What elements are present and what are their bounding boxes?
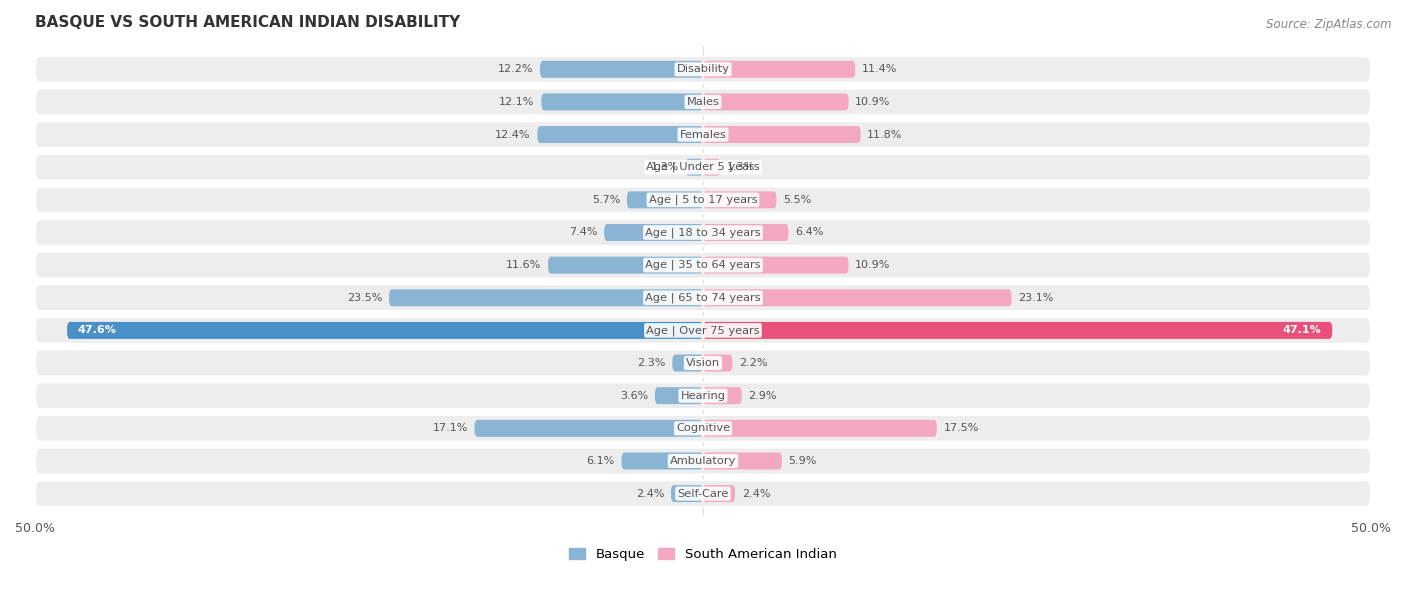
- Text: 11.6%: 11.6%: [506, 260, 541, 270]
- Text: 6.1%: 6.1%: [586, 456, 614, 466]
- FancyBboxPatch shape: [703, 192, 776, 208]
- FancyBboxPatch shape: [35, 121, 1371, 148]
- FancyBboxPatch shape: [627, 192, 703, 208]
- Text: 12.2%: 12.2%: [498, 64, 533, 74]
- FancyBboxPatch shape: [389, 289, 703, 306]
- FancyBboxPatch shape: [703, 420, 936, 437]
- FancyBboxPatch shape: [35, 382, 1371, 409]
- FancyBboxPatch shape: [35, 447, 1371, 474]
- Text: Self-Care: Self-Care: [678, 488, 728, 499]
- FancyBboxPatch shape: [541, 94, 703, 110]
- Text: 5.9%: 5.9%: [789, 456, 817, 466]
- FancyBboxPatch shape: [35, 349, 1371, 376]
- FancyBboxPatch shape: [655, 387, 703, 404]
- Text: 12.4%: 12.4%: [495, 130, 530, 140]
- FancyBboxPatch shape: [35, 219, 1371, 246]
- Text: Source: ZipAtlas.com: Source: ZipAtlas.com: [1267, 18, 1392, 31]
- FancyBboxPatch shape: [703, 61, 855, 78]
- Text: Vision: Vision: [686, 358, 720, 368]
- FancyBboxPatch shape: [67, 322, 703, 339]
- FancyBboxPatch shape: [703, 452, 782, 469]
- Text: Disability: Disability: [676, 64, 730, 74]
- Text: 5.5%: 5.5%: [783, 195, 811, 205]
- Text: Age | 18 to 34 years: Age | 18 to 34 years: [645, 227, 761, 237]
- FancyBboxPatch shape: [35, 285, 1371, 311]
- Text: 23.5%: 23.5%: [347, 293, 382, 303]
- FancyBboxPatch shape: [537, 126, 703, 143]
- Text: 23.1%: 23.1%: [1018, 293, 1053, 303]
- Text: 2.9%: 2.9%: [748, 390, 778, 401]
- FancyBboxPatch shape: [703, 322, 1333, 339]
- Text: Males: Males: [686, 97, 720, 107]
- FancyBboxPatch shape: [703, 354, 733, 371]
- FancyBboxPatch shape: [672, 354, 703, 371]
- Text: Cognitive: Cognitive: [676, 424, 730, 433]
- FancyBboxPatch shape: [475, 420, 703, 437]
- Text: 47.1%: 47.1%: [1282, 326, 1322, 335]
- FancyBboxPatch shape: [671, 485, 703, 502]
- FancyBboxPatch shape: [35, 317, 1371, 344]
- FancyBboxPatch shape: [35, 415, 1371, 442]
- Text: 47.6%: 47.6%: [77, 326, 117, 335]
- FancyBboxPatch shape: [35, 187, 1371, 213]
- Text: 12.1%: 12.1%: [499, 97, 534, 107]
- FancyBboxPatch shape: [540, 61, 703, 78]
- Text: Age | 65 to 74 years: Age | 65 to 74 years: [645, 293, 761, 303]
- FancyBboxPatch shape: [686, 159, 703, 176]
- Text: Ambulatory: Ambulatory: [669, 456, 737, 466]
- Text: Hearing: Hearing: [681, 390, 725, 401]
- Text: Age | Over 75 years: Age | Over 75 years: [647, 325, 759, 335]
- Text: Age | 5 to 17 years: Age | 5 to 17 years: [648, 195, 758, 205]
- Text: 17.5%: 17.5%: [943, 424, 979, 433]
- FancyBboxPatch shape: [35, 480, 1371, 507]
- FancyBboxPatch shape: [605, 224, 703, 241]
- Text: Females: Females: [679, 130, 727, 140]
- FancyBboxPatch shape: [703, 256, 849, 274]
- Text: 10.9%: 10.9%: [855, 260, 890, 270]
- FancyBboxPatch shape: [703, 126, 860, 143]
- FancyBboxPatch shape: [35, 89, 1371, 115]
- Text: 6.4%: 6.4%: [796, 228, 824, 237]
- Text: 2.2%: 2.2%: [740, 358, 768, 368]
- Legend: Basque, South American Indian: Basque, South American Indian: [564, 542, 842, 566]
- Text: 1.3%: 1.3%: [727, 162, 755, 172]
- Text: 17.1%: 17.1%: [433, 424, 468, 433]
- Text: 10.9%: 10.9%: [855, 97, 890, 107]
- Text: 3.6%: 3.6%: [620, 390, 648, 401]
- Text: 11.4%: 11.4%: [862, 64, 897, 74]
- Text: Age | 35 to 64 years: Age | 35 to 64 years: [645, 260, 761, 271]
- FancyBboxPatch shape: [703, 94, 849, 110]
- FancyBboxPatch shape: [703, 485, 735, 502]
- Text: BASQUE VS SOUTH AMERICAN INDIAN DISABILITY: BASQUE VS SOUTH AMERICAN INDIAN DISABILI…: [35, 15, 460, 30]
- Text: 5.7%: 5.7%: [592, 195, 620, 205]
- FancyBboxPatch shape: [621, 452, 703, 469]
- FancyBboxPatch shape: [703, 224, 789, 241]
- Text: 2.4%: 2.4%: [636, 488, 664, 499]
- FancyBboxPatch shape: [703, 159, 720, 176]
- FancyBboxPatch shape: [703, 289, 1011, 306]
- FancyBboxPatch shape: [35, 154, 1371, 181]
- Text: Age | Under 5 years: Age | Under 5 years: [647, 162, 759, 173]
- Text: 2.3%: 2.3%: [637, 358, 665, 368]
- FancyBboxPatch shape: [35, 252, 1371, 278]
- FancyBboxPatch shape: [35, 56, 1371, 83]
- Text: 2.4%: 2.4%: [742, 488, 770, 499]
- Text: 1.3%: 1.3%: [651, 162, 679, 172]
- FancyBboxPatch shape: [548, 256, 703, 274]
- FancyBboxPatch shape: [703, 387, 742, 404]
- Text: 7.4%: 7.4%: [569, 228, 598, 237]
- Text: 11.8%: 11.8%: [868, 130, 903, 140]
